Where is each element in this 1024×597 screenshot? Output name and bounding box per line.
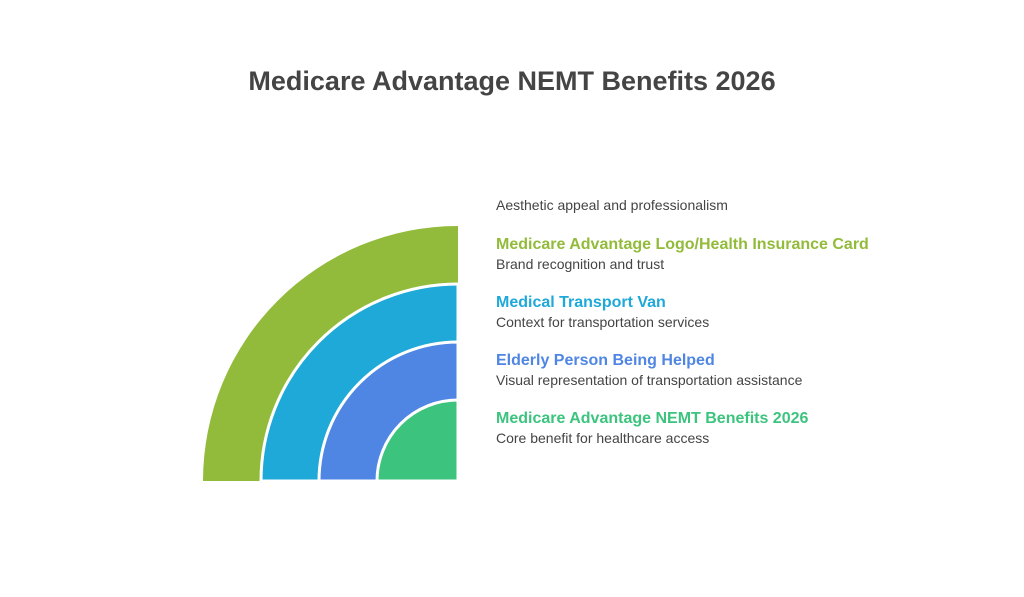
layer-label-3: Medicare Advantage NEMT Benefits 2026 Co… xyxy=(496,410,808,446)
layer-desc: Brand recognition and trust xyxy=(496,256,665,272)
quarter-ring-3 xyxy=(375,398,460,483)
top-note: Aesthetic appeal and professionalism xyxy=(496,197,728,213)
layer-desc: Visual representation of transportation … xyxy=(496,372,803,388)
layer-desc: Context for transportation services xyxy=(496,314,710,330)
diagram-title: Medicare Advantage NEMT Benefits 2026 xyxy=(248,66,776,96)
layer-title: Medical Transport Van xyxy=(496,294,666,311)
layer-label-0: Medicare Advantage Logo/Health Insurance… xyxy=(496,236,869,272)
layer-label-2: Elderly Person Being Helped Visual repre… xyxy=(496,352,802,388)
layer-desc: Core benefit for healthcare access xyxy=(496,430,710,446)
layer-title: Elderly Person Being Helped xyxy=(496,352,715,369)
layer-label-1: Medical Transport Van Context for transp… xyxy=(496,294,709,330)
layer-title: Medicare Advantage NEMT Benefits 2026 xyxy=(496,410,809,427)
layer-title: Medicare Advantage Logo/Health Insurance… xyxy=(496,236,869,253)
